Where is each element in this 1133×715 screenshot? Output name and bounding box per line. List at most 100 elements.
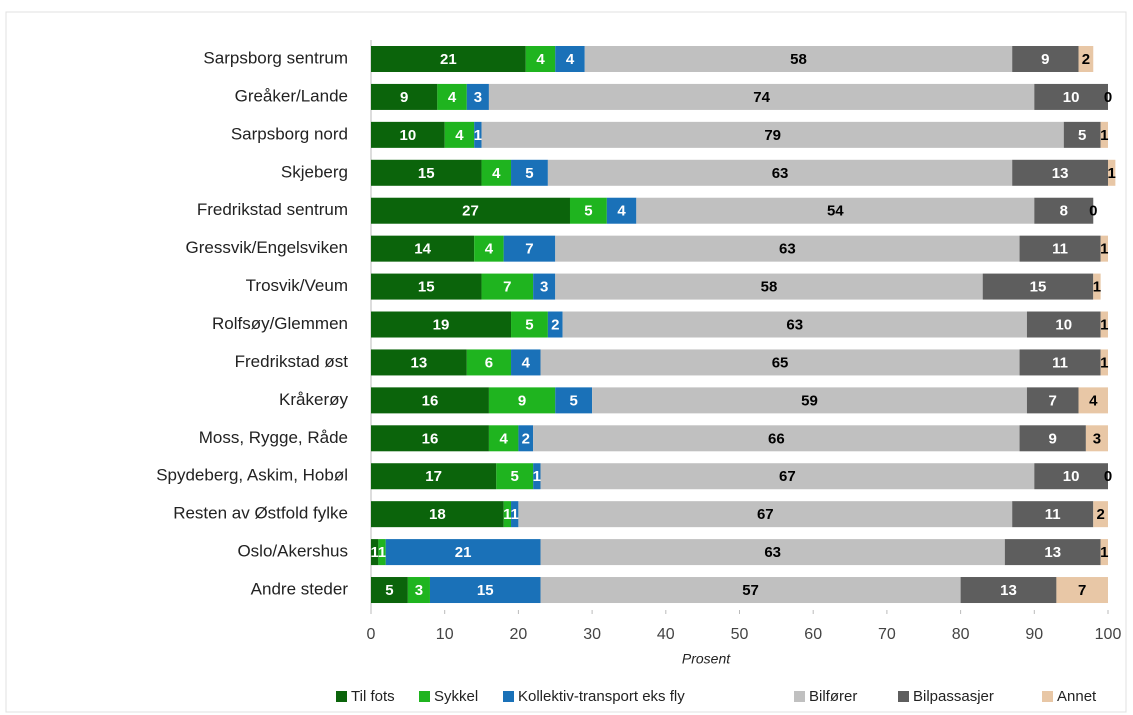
x-tick-label: 40	[657, 626, 675, 643]
data-label: 1	[1100, 544, 1108, 561]
bar-segment	[429, 577, 541, 604]
data-label: 1	[1108, 165, 1116, 182]
bar-segment	[547, 159, 1013, 186]
x-tick-label: 80	[952, 626, 970, 643]
data-label: 4	[499, 430, 508, 447]
legend-label: Bilfører	[809, 688, 857, 705]
x-tick-label: 20	[510, 626, 528, 643]
bar-segment	[371, 539, 379, 566]
bar-segment	[1056, 577, 1108, 604]
data-label: 65	[772, 354, 789, 371]
legend-label: Til fots	[351, 688, 395, 705]
data-label: 4	[617, 203, 626, 220]
data-label: 15	[418, 165, 435, 182]
bar-segment	[511, 349, 541, 376]
data-label: 4	[522, 354, 531, 371]
x-tick-label: 0	[367, 626, 376, 643]
data-label: 7	[1049, 392, 1057, 409]
data-label: 0	[1089, 203, 1097, 220]
data-label: 0	[1104, 89, 1112, 106]
data-label: 21	[440, 51, 457, 68]
bar-segment	[378, 539, 386, 566]
legend-swatch	[419, 691, 430, 702]
bar-segment	[488, 83, 1035, 110]
data-label: 11	[1052, 354, 1068, 371]
data-label: 17	[425, 468, 442, 485]
bar-segment	[488, 425, 519, 452]
y-tick-label: Spydeberg, Askim, Hobøl	[156, 466, 348, 485]
bar-segment	[466, 349, 512, 376]
bar-segment	[1100, 235, 1108, 262]
bar-segment	[555, 273, 983, 300]
bar-segment	[1034, 463, 1108, 490]
bar-segment	[481, 159, 512, 186]
bar-segment	[371, 159, 482, 186]
data-label: 67	[779, 468, 796, 485]
bar-segment	[371, 83, 438, 110]
bar-segment	[569, 197, 607, 224]
data-label: 7	[503, 279, 511, 296]
legend-swatch	[503, 691, 514, 702]
data-label: 27	[462, 203, 479, 220]
data-label: 13	[411, 354, 428, 371]
data-label: 1	[1100, 354, 1108, 371]
data-label: 58	[761, 279, 778, 296]
data-label: 3	[474, 89, 482, 106]
bar-segment	[1100, 349, 1108, 376]
data-label: 16	[422, 392, 439, 409]
y-tick-label: Sarpsborg nord	[231, 124, 348, 143]
data-label: 1	[503, 506, 511, 523]
data-label: 59	[801, 392, 818, 409]
data-label: 10	[1063, 468, 1080, 485]
x-tick-label: 60	[804, 626, 822, 643]
bar-segment	[371, 311, 512, 338]
bar-segment	[518, 425, 534, 452]
bar-segment	[481, 273, 534, 300]
bar-segment	[533, 273, 556, 300]
data-label: 5	[584, 203, 592, 220]
data-label: 4	[492, 165, 501, 182]
bar-segment	[371, 501, 504, 528]
bar-segment	[1100, 539, 1108, 566]
data-label: 10	[1063, 89, 1080, 106]
data-label: 5	[570, 392, 578, 409]
data-label: 9	[400, 89, 408, 106]
data-label: 14	[414, 241, 431, 258]
y-tick-label: Sarpsborg sentrum	[203, 48, 348, 67]
bar-segment	[1085, 425, 1108, 452]
legend-label: Annet	[1057, 688, 1097, 705]
bar-segment	[1100, 121, 1108, 148]
data-label: 13	[1052, 165, 1069, 182]
bar-segment	[474, 121, 482, 148]
data-label: 4	[566, 51, 575, 68]
bar-segment	[555, 46, 585, 72]
bar-segment	[437, 83, 467, 110]
bar-segment	[481, 121, 1064, 148]
bar-segment	[511, 501, 519, 528]
legend-swatch	[794, 691, 805, 702]
data-label: 1	[1100, 241, 1108, 258]
data-label: 5	[525, 165, 533, 182]
bar-segment	[1012, 159, 1108, 186]
bar-segment	[496, 463, 534, 490]
bar-segment	[1019, 425, 1086, 452]
data-label: 1	[1100, 316, 1108, 333]
x-tick-label: 30	[583, 626, 601, 643]
bar-segment	[540, 539, 1005, 566]
data-label: 2	[551, 316, 559, 333]
bar-segment	[371, 121, 445, 148]
y-tick-label: Fredrikstad øst	[235, 352, 349, 371]
y-tick-label: Rolfsøy/Glemmen	[212, 314, 348, 333]
data-label: 9	[518, 392, 526, 409]
data-label: 1	[1093, 279, 1101, 296]
data-label: 66	[768, 430, 785, 447]
legend-swatch	[1042, 691, 1053, 702]
data-label: 63	[764, 544, 781, 561]
data-label: 4	[536, 51, 545, 68]
bar-segment	[1004, 539, 1101, 566]
bar-segment	[371, 235, 475, 262]
data-label: 13	[1044, 544, 1061, 561]
bar-segment	[1034, 83, 1108, 110]
bar-segment	[1078, 387, 1108, 414]
bar-segment	[540, 349, 1020, 376]
